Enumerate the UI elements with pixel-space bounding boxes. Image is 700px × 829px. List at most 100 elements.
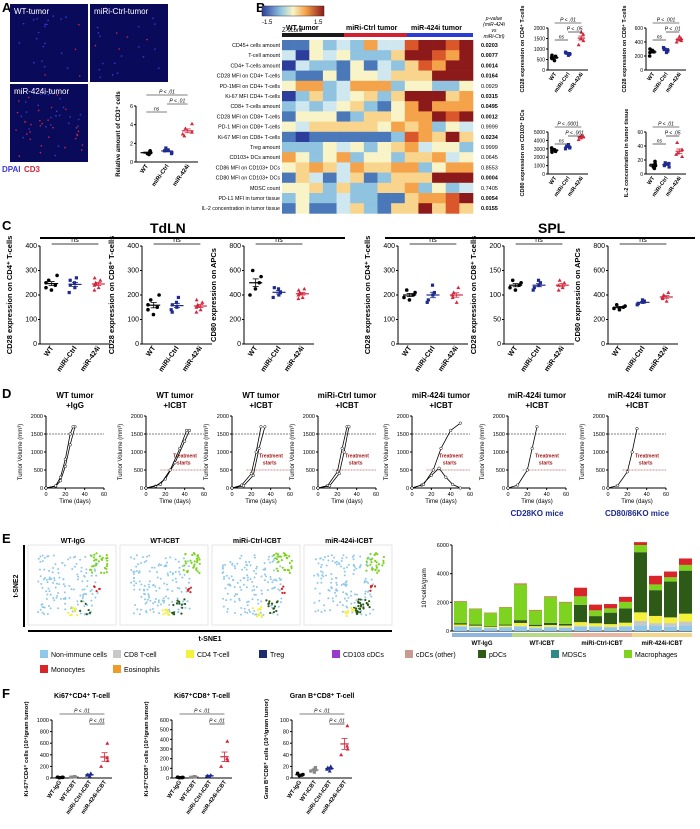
y-tick-label: 0	[312, 486, 315, 492]
tsne-point	[105, 571, 108, 574]
heatmap-cell	[418, 121, 433, 133]
annotation-text: starts	[539, 461, 553, 467]
plot-title: Ki67⁺CD4⁺ T-cell	[54, 693, 110, 700]
plot-title: +ICBT	[335, 401, 358, 410]
tsne-point	[49, 593, 52, 596]
heatmap-row-label: CD80 MFI on CD103+ DCs	[216, 176, 281, 182]
tsne-point	[76, 614, 79, 617]
y-tick-label: 1000	[303, 450, 315, 456]
heatmap-cell	[336, 101, 351, 112]
heatmap-cell	[295, 131, 310, 143]
bar-group-label: WT-IgG	[472, 641, 493, 647]
tsne-point	[37, 611, 40, 614]
tsne-point	[87, 608, 90, 612]
x-tick-label: miR-424i	[647, 345, 670, 373]
image-speck	[154, 23, 156, 25]
tsne-point	[71, 607, 74, 610]
data-point	[180, 132, 185, 136]
y-tick-label: 400	[635, 40, 644, 46]
heatmap-row-label: IL-2 concentration in tumor tissue	[202, 206, 280, 212]
x-tick-label: 0	[506, 492, 509, 498]
data-point	[566, 53, 571, 57]
y-tick-label: 1500	[593, 432, 605, 438]
bar-segment	[574, 622, 587, 626]
tsne-point	[345, 556, 348, 559]
tsne-point	[381, 564, 384, 567]
y-tick-label: 600	[229, 268, 241, 275]
pvalue-text: 0.0495	[481, 104, 498, 110]
heatmap-cell	[295, 152, 310, 163]
tsne-point	[329, 609, 332, 612]
legend-label: CD8 T-cell	[124, 652, 157, 659]
tsne-point	[280, 587, 283, 590]
tsne-point	[148, 595, 151, 598]
panel-e: WT-IgG WT-ICBT miRi-Ctrl-ICBT miR-424i-ICBT…	[0, 531, 700, 686]
heatmap-cell	[295, 142, 310, 153]
tsne-title: miR-424i-ICBT	[325, 538, 374, 545]
bar-segment	[544, 626, 557, 628]
data-point	[68, 278, 72, 282]
heatmap-cell	[336, 203, 351, 214]
tsne-point	[76, 603, 79, 606]
tsne-point	[63, 564, 66, 567]
image-speck	[24, 121, 26, 123]
heatmap-cell	[459, 193, 474, 204]
tsne-point	[282, 585, 285, 588]
heatmap-row-label: CD86 MFI on CD103+ DCs	[216, 165, 281, 171]
tsne-point	[375, 561, 378, 564]
tsne-point	[171, 589, 174, 592]
image-speck	[41, 60, 43, 62]
heatmap-cell	[322, 50, 337, 61]
x-tick-label: 0	[316, 492, 319, 498]
tsne-point	[263, 562, 266, 565]
tsne-point	[88, 611, 92, 614]
colorbar-tick-low: -1.5	[262, 20, 273, 26]
tsne-point	[157, 599, 160, 602]
tsne-point	[323, 604, 326, 607]
y-axis-label: Tumor Volume (mm³)	[580, 424, 586, 480]
panel-b-plots: 0500100015002000WTmiRi-CtrlmiR-424iCD28 …	[519, 6, 686, 198]
bar-segment	[604, 608, 617, 613]
heatmap-row-label: T-cell amount	[248, 53, 280, 59]
tsne-point	[182, 569, 185, 572]
y-tick-label: 300	[160, 747, 169, 753]
tsne-point	[249, 578, 252, 581]
x-tick-label: WT	[140, 163, 150, 174]
image-speck	[16, 111, 19, 114]
data-point	[68, 283, 72, 287]
data-point	[506, 486, 510, 490]
data-point	[272, 286, 276, 290]
heatmap-cell	[377, 121, 392, 133]
heatmap-cell	[432, 50, 447, 61]
heatmap-cell	[309, 162, 324, 173]
heatmap-cell	[322, 182, 337, 194]
tsne-point	[313, 601, 316, 604]
x-tick-label: WT	[646, 71, 656, 82]
heatmap-cell	[282, 182, 296, 194]
tsne-point	[331, 597, 334, 600]
bar-segment	[484, 625, 497, 627]
tsne-point	[359, 598, 362, 601]
tsne-point	[143, 589, 146, 592]
image-speck	[37, 109, 40, 112]
image-speck	[62, 106, 65, 109]
tsne-point	[274, 557, 277, 560]
x-tick-label: miRi-Ctrl	[151, 163, 171, 187]
legend-label: Monocytes	[51, 667, 85, 674]
data-point	[68, 432, 72, 436]
data-point	[176, 295, 180, 300]
heatmap-cell	[391, 70, 406, 82]
tsne-point	[82, 595, 85, 598]
tsne-point	[198, 562, 201, 565]
y-tick-label: 2000	[493, 414, 505, 420]
tsne-point	[85, 593, 88, 596]
tsne-point	[240, 613, 243, 616]
tsne-point	[195, 561, 199, 564]
tsne-point	[169, 556, 172, 559]
tsne-point	[42, 606, 45, 609]
bar-segment	[634, 542, 647, 545]
tsne-point	[73, 565, 76, 568]
heatmap-cell	[282, 70, 296, 82]
panel-e-svg: WT-IgG WT-ICBT miRi-Ctrl-ICBT miR-424i-ICBT…	[13, 538, 692, 674]
